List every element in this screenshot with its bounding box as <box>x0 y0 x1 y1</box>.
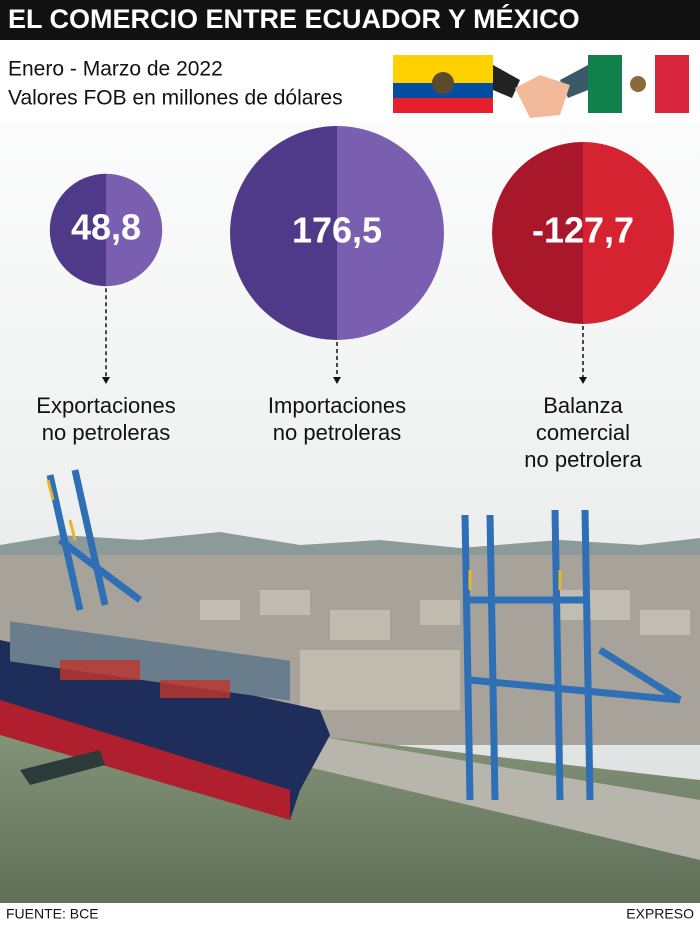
port-photo <box>0 469 700 905</box>
bubble-right <box>337 126 444 340</box>
value-label: -127,7 <box>532 210 634 251</box>
category-label: Balanza <box>543 393 623 418</box>
category-label: no petroleras <box>273 420 401 445</box>
category-label: comercial <box>536 420 630 445</box>
category-label: Exportaciones <box>36 393 175 418</box>
value-label: 176,5 <box>292 210 382 251</box>
bubble-left <box>230 126 337 340</box>
arrow-head <box>333 377 341 384</box>
arrow-head <box>102 377 110 384</box>
bubble-left <box>492 142 583 324</box>
flags-handshake <box>393 55 689 118</box>
category-label: Importaciones <box>268 393 406 418</box>
category-label: no petroleras <box>42 420 170 445</box>
category-label: no petrolera <box>524 447 642 472</box>
subtitle: Valores FOB en millones de dólares <box>8 87 343 110</box>
value-label: 48,8 <box>71 207 141 248</box>
credit: EXPRESO <box>626 906 694 922</box>
bubble-right <box>583 142 674 324</box>
arrow-head <box>579 377 587 384</box>
subtitle: Enero - Marzo de 2022 <box>8 58 223 81</box>
title: EL COMERCIO ENTRE ECUADOR Y MÉXICO <box>8 3 580 34</box>
title-bar <box>0 0 700 40</box>
bubble-left <box>49 173 106 287</box>
bubble-right <box>106 173 163 287</box>
source: FUENTE: BCE <box>6 906 99 922</box>
footer <box>0 903 700 927</box>
